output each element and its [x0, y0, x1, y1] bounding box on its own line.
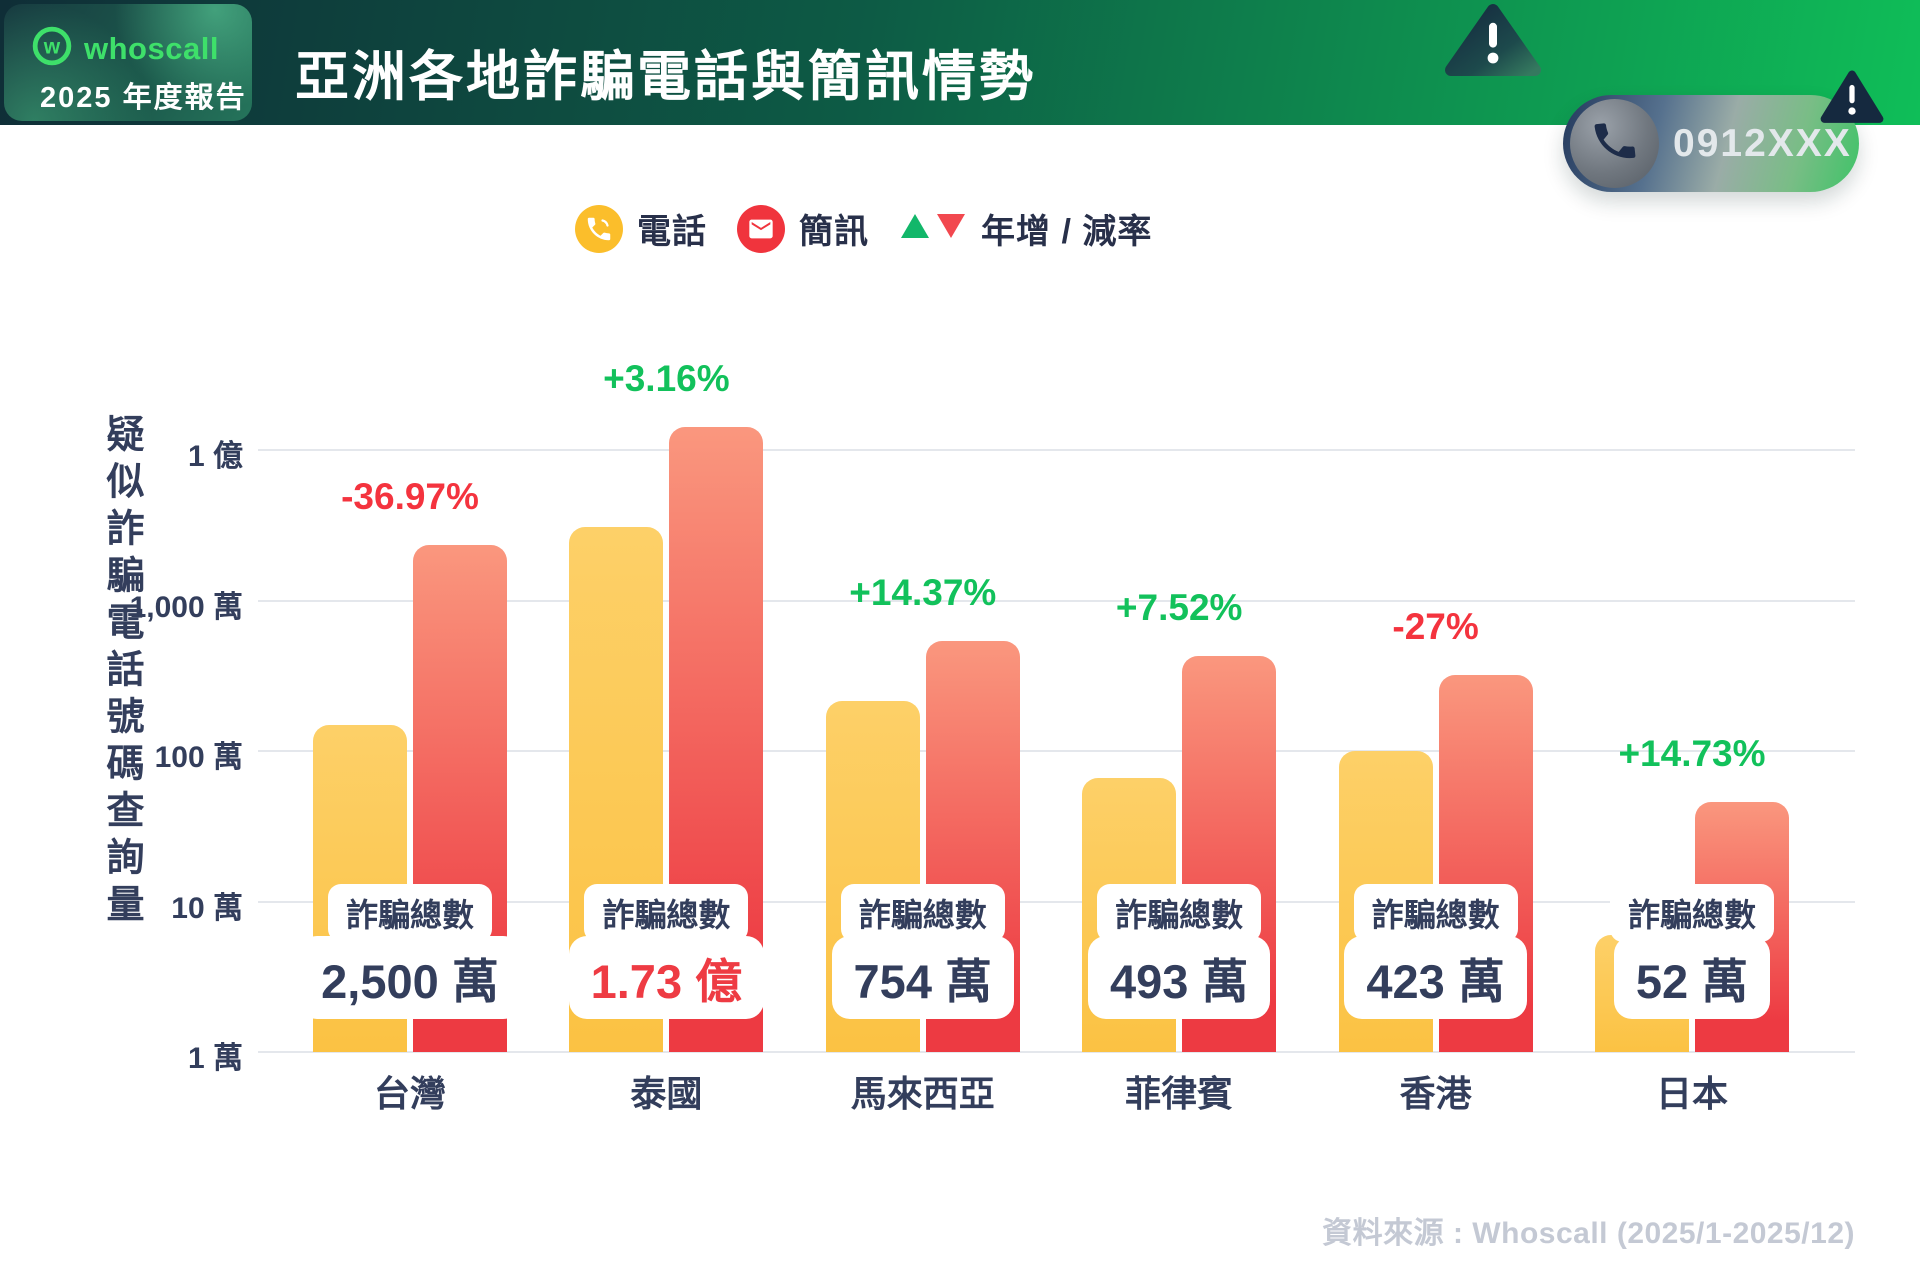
total-count-value: 754 萬	[831, 936, 1015, 1019]
x-axis-country-label: 菲律賓	[1125, 1073, 1234, 1114]
y-tick-label: 10 萬	[171, 891, 243, 925]
header-band: w whoscall 2025 年度報告 亞洲各地詐騙電話與簡訊情勢	[0, 0, 1920, 125]
y-tick-label: 100 萬	[154, 741, 243, 775]
total-count-title: 詐騙總數	[1353, 884, 1518, 942]
legend-item-phone: 電話	[575, 204, 707, 253]
yoy-change-label: -36.97%	[341, 475, 479, 517]
legend-rate-label: 年增 / 減率	[981, 213, 1153, 251]
total-count-title: 詐騙總數	[1609, 884, 1774, 942]
chart-legend: 電話 簡訊 年增 / 減率	[575, 204, 1152, 253]
x-axis-country-label: 台灣	[373, 1073, 446, 1114]
total-count-value: 2,500 萬	[299, 936, 521, 1019]
down-triangle-icon	[935, 211, 967, 246]
warning-triangle-small-icon	[1818, 66, 1886, 130]
x-axis-country-label: 馬來西亞	[850, 1073, 995, 1114]
brand-panel: w whoscall 2025 年度報告	[4, 4, 252, 121]
x-axis-country-label: 日本	[1655, 1073, 1728, 1114]
yoy-change-label: +14.37%	[849, 572, 997, 614]
legend-item-rate: 年增 / 減率	[899, 204, 1152, 253]
x-axis-country-label: 香港	[1399, 1073, 1472, 1114]
total-count-callout: 詐騙總數 1.73 億	[496, 884, 836, 1019]
data-source-note: 資料來源 : Whoscall (2025/1-2025/12)	[1322, 1217, 1855, 1250]
y-tick-label: 1,000 萬	[129, 590, 243, 624]
yoy-change-label: +14.73%	[1618, 732, 1766, 774]
total-count-value: 52 萬	[1613, 936, 1771, 1019]
page-title: 亞洲各地詐騙電話與簡訊情勢	[295, 47, 1036, 107]
gridline	[258, 1051, 1855, 1053]
legend-item-sms: 簡訊	[737, 204, 869, 253]
caller-number: 0912XXX	[1673, 121, 1852, 165]
total-count-callout: 詐騙總數 493 萬	[1009, 884, 1349, 1019]
gridline	[258, 599, 1855, 602]
phone-call-icon	[575, 204, 623, 253]
svg-text:w: w	[43, 36, 61, 59]
total-count-callout: 詐騙總數 52 萬	[1522, 884, 1862, 1019]
report-year-label: 2025 年度報告	[40, 82, 247, 114]
sms-envelope-icon	[737, 204, 785, 253]
warning-triangle-icon	[1438, 2, 1548, 78]
gridline	[258, 900, 1855, 903]
caller-avatar	[1570, 99, 1659, 188]
total-count-title: 詐騙總數	[840, 884, 1005, 942]
total-count-title: 詐騙總數	[327, 884, 492, 942]
total-count-value: 1.73 億	[568, 936, 765, 1019]
yoy-change-label: +3.16%	[603, 358, 730, 400]
total-count-value: 493 萬	[1087, 936, 1271, 1019]
up-triangle-icon	[899, 211, 931, 246]
total-count-callout: 詐騙總數 2,500 萬	[240, 884, 580, 1019]
phone-receiver-icon	[1590, 116, 1640, 171]
y-axis-title: 疑似詐騙電話號碼查詢量	[100, 414, 142, 931]
total-count-title: 詐騙總數	[584, 884, 749, 942]
yoy-change-label: +7.52%	[1115, 587, 1243, 629]
x-axis-country-label: 泰國	[630, 1073, 703, 1114]
gridline	[258, 750, 1855, 753]
gridline	[258, 449, 1855, 452]
total-count-callout: 詐騙總數 754 萬	[753, 884, 1093, 1019]
total-count-value: 423 萬	[1344, 936, 1527, 1019]
total-count-callout: 詐騙總數 423 萬	[1266, 884, 1606, 1019]
legend-sms-label: 簡訊	[799, 213, 869, 251]
caller-id-pill: 0912XXX	[1563, 95, 1859, 192]
legend-phone-label: 電話	[637, 213, 707, 251]
yoy-change-label: -27%	[1392, 605, 1479, 647]
y-tick-label: 1 萬	[187, 1042, 243, 1075]
brand-name: whoscall	[84, 30, 219, 66]
total-count-title: 詐騙總數	[1097, 884, 1262, 942]
y-tick-label: 1 億	[187, 440, 243, 474]
whoscall-logo-icon: w	[30, 24, 74, 73]
